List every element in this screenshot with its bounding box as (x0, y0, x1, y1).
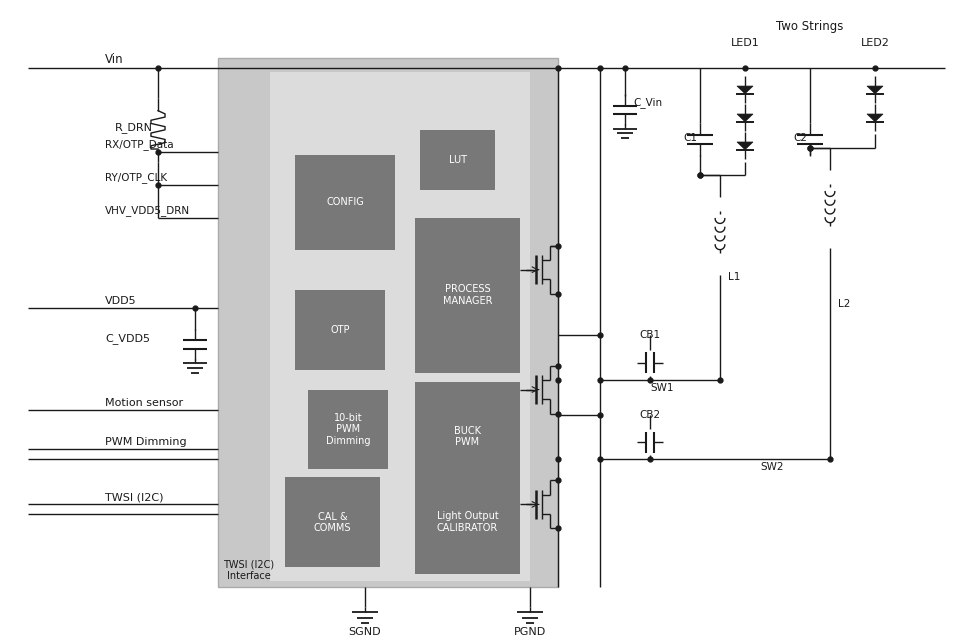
Text: L2: L2 (838, 299, 851, 308)
Text: Light Output
CALIBRATOR: Light Output CALIBRATOR (437, 511, 498, 532)
Text: SW1: SW1 (650, 383, 674, 392)
Text: LED2: LED2 (860, 38, 889, 48)
Text: CONFIG: CONFIG (326, 197, 364, 207)
Bar (308, 390, 388, 470)
Bar (270, 72, 530, 581)
Text: TWSI (I2C)
Interface: TWSI (I2C) Interface (223, 559, 275, 581)
Text: LUT: LUT (448, 155, 467, 165)
Text: BUCK
PWM: BUCK PWM (454, 426, 481, 447)
Bar (285, 477, 380, 567)
Polygon shape (737, 142, 753, 150)
Bar (295, 290, 385, 369)
Text: RX/OTP_Data: RX/OTP_Data (105, 139, 174, 150)
Text: VHV_VDD5_DRN: VHV_VDD5_DRN (105, 205, 190, 216)
Text: SW2: SW2 (760, 463, 783, 472)
Polygon shape (867, 114, 883, 122)
Text: LED1: LED1 (731, 38, 759, 48)
Text: C_Vin: C_Vin (633, 97, 662, 108)
Text: 10-bit
PWM
Dimming: 10-bit PWM Dimming (325, 413, 371, 446)
Polygon shape (867, 86, 883, 93)
Bar (415, 218, 520, 372)
Bar (415, 470, 520, 574)
Text: C2: C2 (793, 133, 807, 143)
Text: CAL &
COMMS: CAL & COMMS (314, 511, 351, 533)
Text: PGND: PGND (514, 627, 546, 637)
Text: SGND: SGND (348, 627, 381, 637)
Bar (218, 58, 558, 588)
Text: CB1: CB1 (639, 330, 660, 340)
Text: VDD5: VDD5 (105, 296, 136, 306)
Text: RY/OTP_CLK: RY/OTP_CLK (105, 172, 167, 183)
Text: Motion sensor: Motion sensor (105, 397, 183, 408)
Text: C1: C1 (683, 133, 697, 143)
Bar (415, 381, 520, 492)
Text: C_VDD5: C_VDD5 (105, 333, 150, 344)
Text: R_DRN: R_DRN (115, 122, 153, 133)
Text: PWM Dimming: PWM Dimming (105, 438, 186, 447)
Text: OTP: OTP (330, 324, 349, 335)
Text: Vin: Vin (105, 53, 124, 66)
Text: PROCESS
MANAGER: PROCESS MANAGER (443, 284, 492, 306)
Bar (420, 130, 495, 190)
Bar (295, 155, 395, 250)
Text: L1: L1 (728, 271, 740, 282)
Text: CB2: CB2 (639, 410, 660, 419)
Text: Two Strings: Two Strings (777, 20, 844, 33)
Polygon shape (737, 86, 753, 93)
Polygon shape (737, 114, 753, 122)
Text: TWSI (I2C): TWSI (I2C) (105, 492, 163, 502)
